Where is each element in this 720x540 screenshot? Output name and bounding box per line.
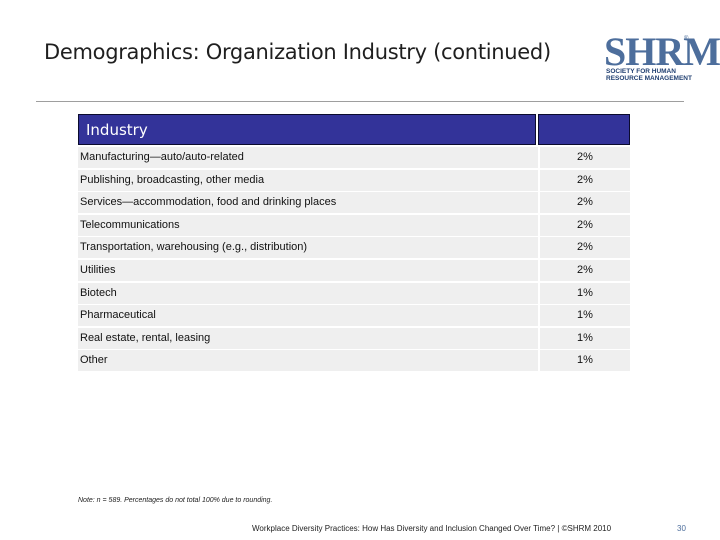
table-note: Note: n = 589. Percentages do not total … [78,497,273,504]
row-label: Biotech [78,282,538,304]
row-value: 2% [540,237,630,259]
row-label: Transportation, warehousing (e.g., distr… [78,237,538,259]
table-header-row: Industry [78,114,630,145]
shrm-logo: SHRM ® SOCIETY FOR HUMAN RESOURCE MANAGE… [604,32,720,86]
logo-registered-mark: ® [684,36,689,42]
row-label: Real estate, rental, leasing [78,327,538,349]
table-row: Other 1% [78,350,630,372]
table-row: Telecommunications 2% [78,214,630,236]
table-row: Transportation, warehousing (e.g., distr… [78,237,630,259]
logo-line-1: SOCIETY FOR HUMAN [606,68,676,75]
logo-line-2: RESOURCE MANAGEMENT [606,75,692,82]
row-label: Pharmaceutical [78,305,538,327]
row-value: 2% [540,259,630,281]
table-row: Utilities 2% [78,259,630,281]
table-row: Manufacturing—auto/auto-related 2% [78,147,630,168]
row-value: 1% [540,305,630,327]
row-label: Telecommunications [78,214,538,236]
row-label: Utilities [78,259,538,281]
row-label: Services—accommodation, food and drinkin… [78,192,538,214]
table-header-value [538,114,630,145]
industry-table: Industry Manufacturing—auto/auto-related… [78,114,630,373]
table-row: Biotech 1% [78,282,630,304]
row-value: 1% [540,327,630,349]
row-label: Publishing, broadcasting, other media [78,169,538,191]
logo-mark: SHRM [604,29,720,74]
slide-title: Demographics: Organization Industry (con… [44,40,551,64]
row-value: 2% [540,147,630,168]
title-divider [36,101,684,102]
row-label: Other [78,350,538,372]
row-value: 1% [540,282,630,304]
table-row: Services—accommodation, food and drinkin… [78,192,630,214]
table-row: Pharmaceutical 1% [78,305,630,327]
page-number: 30 [677,524,686,533]
footer-text: Workplace Diversity Practices: How Has D… [252,524,612,533]
row-value: 2% [540,214,630,236]
table-row: Real estate, rental, leasing 1% [78,327,630,349]
table-header-industry: Industry [78,114,537,145]
table-row: Publishing, broadcasting, other media 2% [78,169,630,191]
row-label: Manufacturing—auto/auto-related [78,147,538,168]
row-value: 1% [540,350,630,372]
row-value: 2% [540,169,630,191]
row-value: 2% [540,192,630,214]
logo-subtitle: SOCIETY FOR HUMAN RESOURCE MANAGEMENT [606,68,696,82]
